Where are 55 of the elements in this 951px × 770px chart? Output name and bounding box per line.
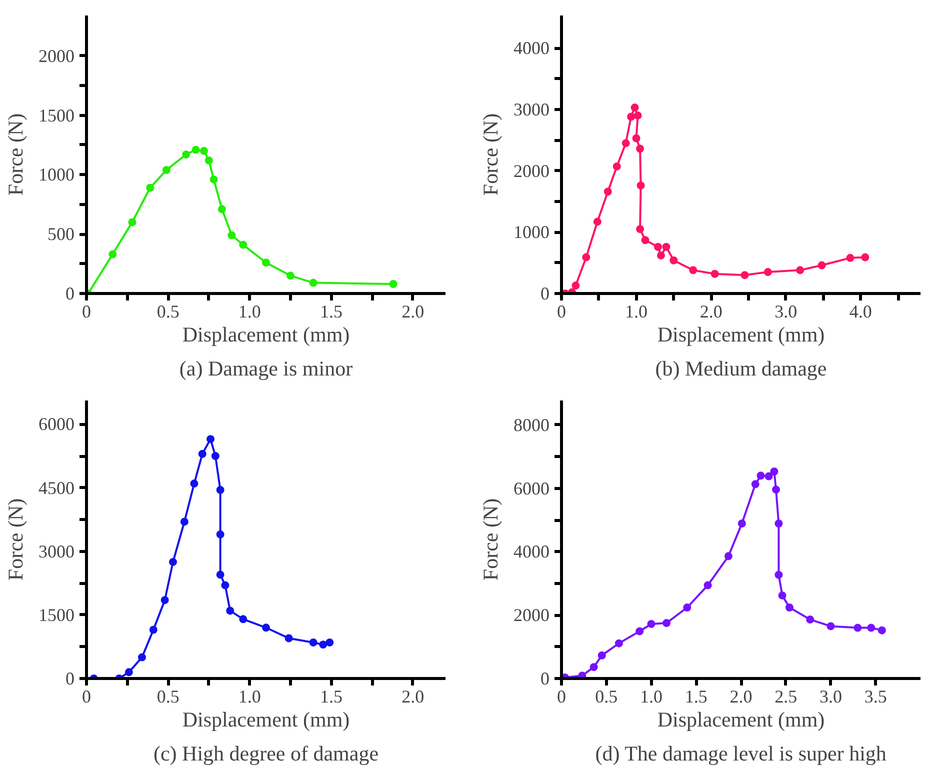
x-tick-label: 2.0	[402, 686, 424, 706]
text: (d) The damage level is super high	[595, 742, 887, 766]
x-tick-label: 4.0	[849, 302, 872, 322]
y-tick-label: 0	[540, 284, 550, 304]
y-tick-label: 2000	[38, 46, 74, 66]
x-axis-title: Displacement (mm)	[657, 708, 825, 732]
y-axis-title: Force (N)	[4, 498, 28, 581]
y-tick-label: 1000	[514, 222, 550, 242]
x-tick-label: 3.0	[820, 686, 842, 706]
y-tick-label: 4000	[514, 542, 550, 562]
x-tick-label: 1.0	[238, 302, 261, 322]
x-axis-title: Displacement (mm)	[182, 708, 350, 732]
x-axis-title: Displacement (mm)	[657, 322, 825, 346]
y-axis-title: Force (N)	[478, 498, 502, 581]
y-tick-label: 1000	[38, 164, 74, 185]
y-tick-label: 8000	[514, 414, 550, 435]
x-tick-label: 1.5	[320, 686, 343, 706]
x-tick-label: 1.0	[238, 686, 261, 706]
x-tick-label: 0.5	[595, 686, 618, 706]
x-tick-label: 3.5	[864, 686, 887, 706]
y-tick-label: 0	[66, 668, 74, 688]
x-tick-label: 0	[82, 302, 91, 322]
x-tick-label: 1.5	[684, 686, 708, 706]
x-tick-label: 0	[82, 686, 91, 706]
y-axis-title: Force (N)	[4, 113, 28, 196]
x-tick-label: 2.0	[700, 302, 722, 322]
y-tick-label: 2000	[514, 605, 550, 626]
x-tick-label: 3.0	[774, 302, 798, 322]
y-tick-label: 3000	[514, 99, 550, 120]
x-tick-label: 0.5	[156, 302, 180, 322]
x-tick-label: 1.0	[640, 686, 662, 706]
y-tick-label: 6000	[38, 414, 74, 434]
y-tick-label: 4000	[514, 38, 550, 58]
x-tick-label: 0.5	[156, 686, 180, 706]
x-tick-label: 2.5	[774, 686, 798, 706]
x-tick-label: 2.0	[730, 686, 752, 706]
y-axis-title: Force (N)	[478, 113, 502, 196]
y-tick-label: 3000	[38, 541, 74, 562]
x-tick-label: 1.5	[320, 302, 343, 322]
text: (c) High degree of damage	[153, 742, 379, 766]
y-tick-label: 2000	[514, 160, 550, 181]
y-tick-label: 0	[540, 668, 550, 688]
y-tick-label: 1500	[38, 105, 74, 126]
y-tick-label: 0	[66, 284, 74, 304]
x-axis-title: Displacement (mm)	[182, 322, 350, 346]
x-tick-label: 0	[557, 302, 566, 322]
y-tick-label: 6000	[514, 478, 550, 498]
y-tick-label: 500	[48, 224, 74, 244]
text: (a) Damage is minor	[179, 356, 353, 380]
text: (b) Medium damage	[655, 356, 827, 380]
y-tick-label: 1500	[38, 604, 74, 625]
x-tick-label: 2.0	[402, 302, 424, 322]
y-tick-label: 4500	[38, 478, 74, 498]
x-tick-label: 1.0	[625, 302, 648, 322]
x-tick-label: 0	[557, 686, 566, 706]
